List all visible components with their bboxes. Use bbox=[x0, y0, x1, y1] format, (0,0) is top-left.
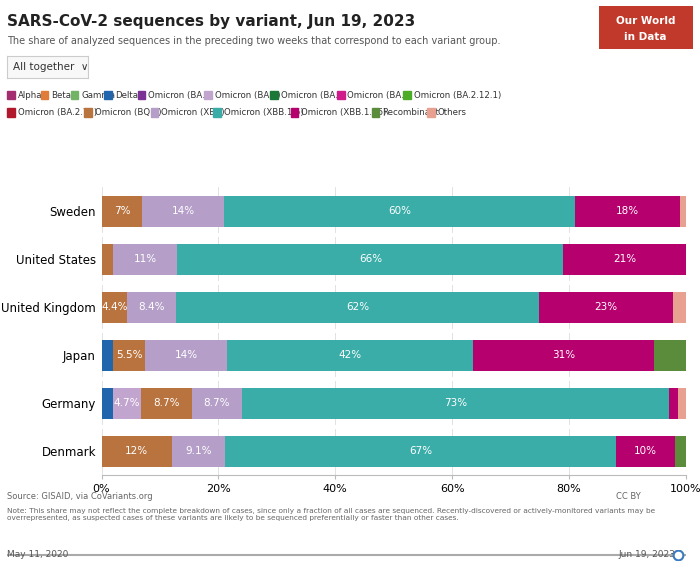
Text: Omicron (BA.1): Omicron (BA.1) bbox=[215, 90, 280, 100]
Text: SARS-CoV-2 sequences by variant, Jun 19, 2023: SARS-CoV-2 sequences by variant, Jun 19,… bbox=[7, 14, 415, 29]
Text: 31%: 31% bbox=[552, 350, 575, 360]
Text: 5.5%: 5.5% bbox=[116, 350, 143, 360]
Text: 14%: 14% bbox=[175, 350, 198, 360]
Text: 9.1%: 9.1% bbox=[185, 446, 211, 456]
Bar bbox=[228, 340, 472, 371]
Bar bbox=[575, 196, 680, 227]
Bar bbox=[102, 196, 142, 227]
Bar bbox=[473, 340, 654, 371]
Text: Beta: Beta bbox=[51, 90, 71, 100]
Text: 21%: 21% bbox=[613, 254, 636, 264]
Text: Omicron (XBB): Omicron (XBB) bbox=[161, 108, 225, 117]
Text: Omicron (BA.2): Omicron (BA.2) bbox=[148, 90, 214, 100]
Bar bbox=[102, 388, 113, 419]
Text: 11%: 11% bbox=[134, 254, 157, 264]
Text: 18%: 18% bbox=[616, 206, 639, 216]
Text: 14%: 14% bbox=[172, 206, 195, 216]
Text: Omicron (XBB.1.16): Omicron (XBB.1.16) bbox=[301, 108, 386, 117]
Text: 23%: 23% bbox=[594, 302, 617, 312]
Text: 4.4%: 4.4% bbox=[101, 302, 127, 312]
Bar bbox=[224, 196, 575, 227]
Bar bbox=[102, 340, 113, 371]
Bar bbox=[172, 435, 225, 467]
Text: Omicron (BA.2.12.1): Omicron (BA.2.12.1) bbox=[414, 90, 501, 100]
Text: May 11, 2020: May 11, 2020 bbox=[7, 550, 69, 559]
Bar bbox=[102, 291, 127, 323]
Text: Omicron (BA.5): Omicron (BA.5) bbox=[281, 90, 346, 100]
Text: 42%: 42% bbox=[338, 350, 361, 360]
Text: 8.7%: 8.7% bbox=[153, 398, 179, 408]
Bar bbox=[178, 244, 564, 275]
Bar bbox=[242, 388, 669, 419]
Bar bbox=[113, 340, 146, 371]
Bar bbox=[176, 291, 539, 323]
Bar bbox=[102, 435, 172, 467]
Bar bbox=[539, 291, 673, 323]
Bar bbox=[680, 196, 686, 227]
Text: 67%: 67% bbox=[409, 446, 432, 456]
Bar bbox=[113, 244, 178, 275]
Text: The share of analyzed sequences in the preceding two weeks that correspond to ea: The share of analyzed sequences in the p… bbox=[7, 36, 500, 46]
Bar bbox=[146, 340, 228, 371]
Bar bbox=[113, 388, 141, 419]
Text: 8.7%: 8.7% bbox=[204, 398, 230, 408]
Text: 66%: 66% bbox=[359, 254, 382, 264]
Text: Omicron (BQ.1): Omicron (BQ.1) bbox=[94, 108, 161, 117]
Text: CC BY: CC BY bbox=[616, 492, 640, 502]
Bar bbox=[678, 388, 686, 419]
Bar bbox=[654, 340, 686, 371]
Bar bbox=[141, 388, 192, 419]
Text: Delta: Delta bbox=[115, 90, 138, 100]
Text: 7%: 7% bbox=[113, 206, 130, 216]
Bar bbox=[127, 291, 176, 323]
Text: Gamma: Gamma bbox=[81, 90, 115, 100]
Bar bbox=[673, 291, 686, 323]
Bar bbox=[142, 196, 224, 227]
Text: 10%: 10% bbox=[634, 446, 657, 456]
Bar bbox=[675, 435, 686, 467]
Text: Note: This share may not reflect the complete breakdown of cases, since only a f: Note: This share may not reflect the com… bbox=[7, 508, 655, 521]
Bar bbox=[617, 435, 675, 467]
Text: Source: GISAID, via CoVariants.org: Source: GISAID, via CoVariants.org bbox=[7, 492, 153, 502]
Text: 12%: 12% bbox=[125, 446, 148, 456]
Bar bbox=[102, 244, 113, 275]
Bar bbox=[669, 388, 678, 419]
Text: Our World: Our World bbox=[616, 16, 676, 26]
Text: 73%: 73% bbox=[444, 398, 468, 408]
Text: Jun 19, 2023: Jun 19, 2023 bbox=[619, 550, 675, 559]
Text: Others: Others bbox=[438, 108, 466, 117]
Text: in Data: in Data bbox=[624, 32, 667, 42]
Text: 8.4%: 8.4% bbox=[139, 302, 165, 312]
Bar bbox=[564, 244, 686, 275]
Bar bbox=[225, 435, 617, 467]
Text: Omicron (BA.4): Omicron (BA.4) bbox=[347, 90, 413, 100]
Text: Omicron (BA.2.75): Omicron (BA.2.75) bbox=[18, 108, 97, 117]
Text: Omicron (XBB.1.5): Omicron (XBB.1.5) bbox=[224, 108, 304, 117]
Text: Alpha: Alpha bbox=[18, 90, 42, 100]
Text: All together  ∨: All together ∨ bbox=[13, 62, 89, 72]
Bar bbox=[192, 388, 242, 419]
Text: 62%: 62% bbox=[346, 302, 369, 312]
Text: 4.7%: 4.7% bbox=[113, 398, 140, 408]
Text: 60%: 60% bbox=[388, 206, 411, 216]
Text: Recombinant: Recombinant bbox=[382, 108, 439, 117]
